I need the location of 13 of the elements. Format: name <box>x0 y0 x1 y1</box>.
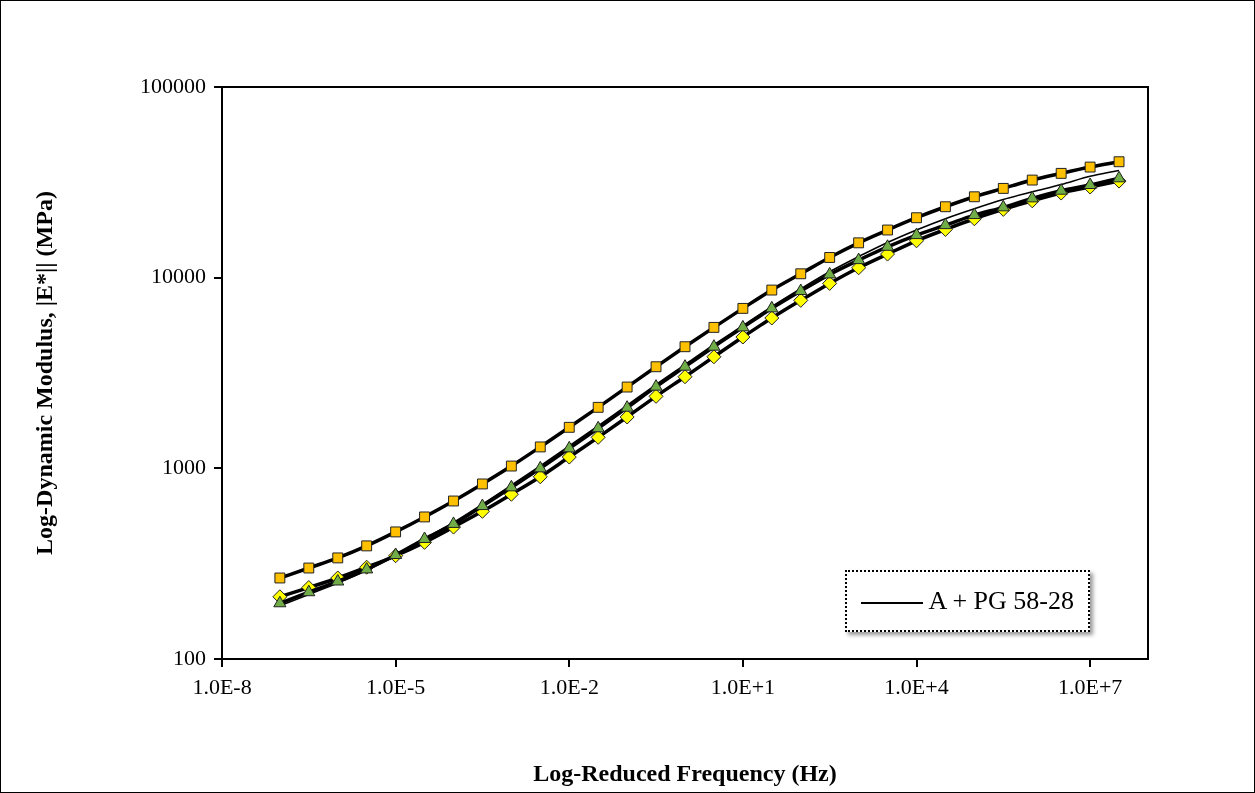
x-tick-label: 1.0E-2 <box>539 673 599 699</box>
y-tick-label: 100 <box>173 644 206 670</box>
x-tick-label: 1.0E+7 <box>1057 673 1123 699</box>
y-tick-label: 100000 <box>140 72 206 98</box>
y-tick-label: 10000 <box>151 263 206 289</box>
x-tick-label: 1.0E-5 <box>365 673 426 699</box>
x-tick-label: 1.0E+4 <box>884 673 949 699</box>
y-axis-title: Log-Dynamic Modulus, |E*|| (MPa) <box>30 190 58 557</box>
x-tick-label: 1.0E+1 <box>710 673 776 699</box>
legend-label: A + PG 58-28 <box>928 586 1074 615</box>
x-axis-title: Log-Reduced Frequency (Hz) <box>533 759 837 786</box>
x-tick-label: 1.0E-8 <box>192 673 252 699</box>
y-tick-label: 1000 <box>162 454 206 480</box>
